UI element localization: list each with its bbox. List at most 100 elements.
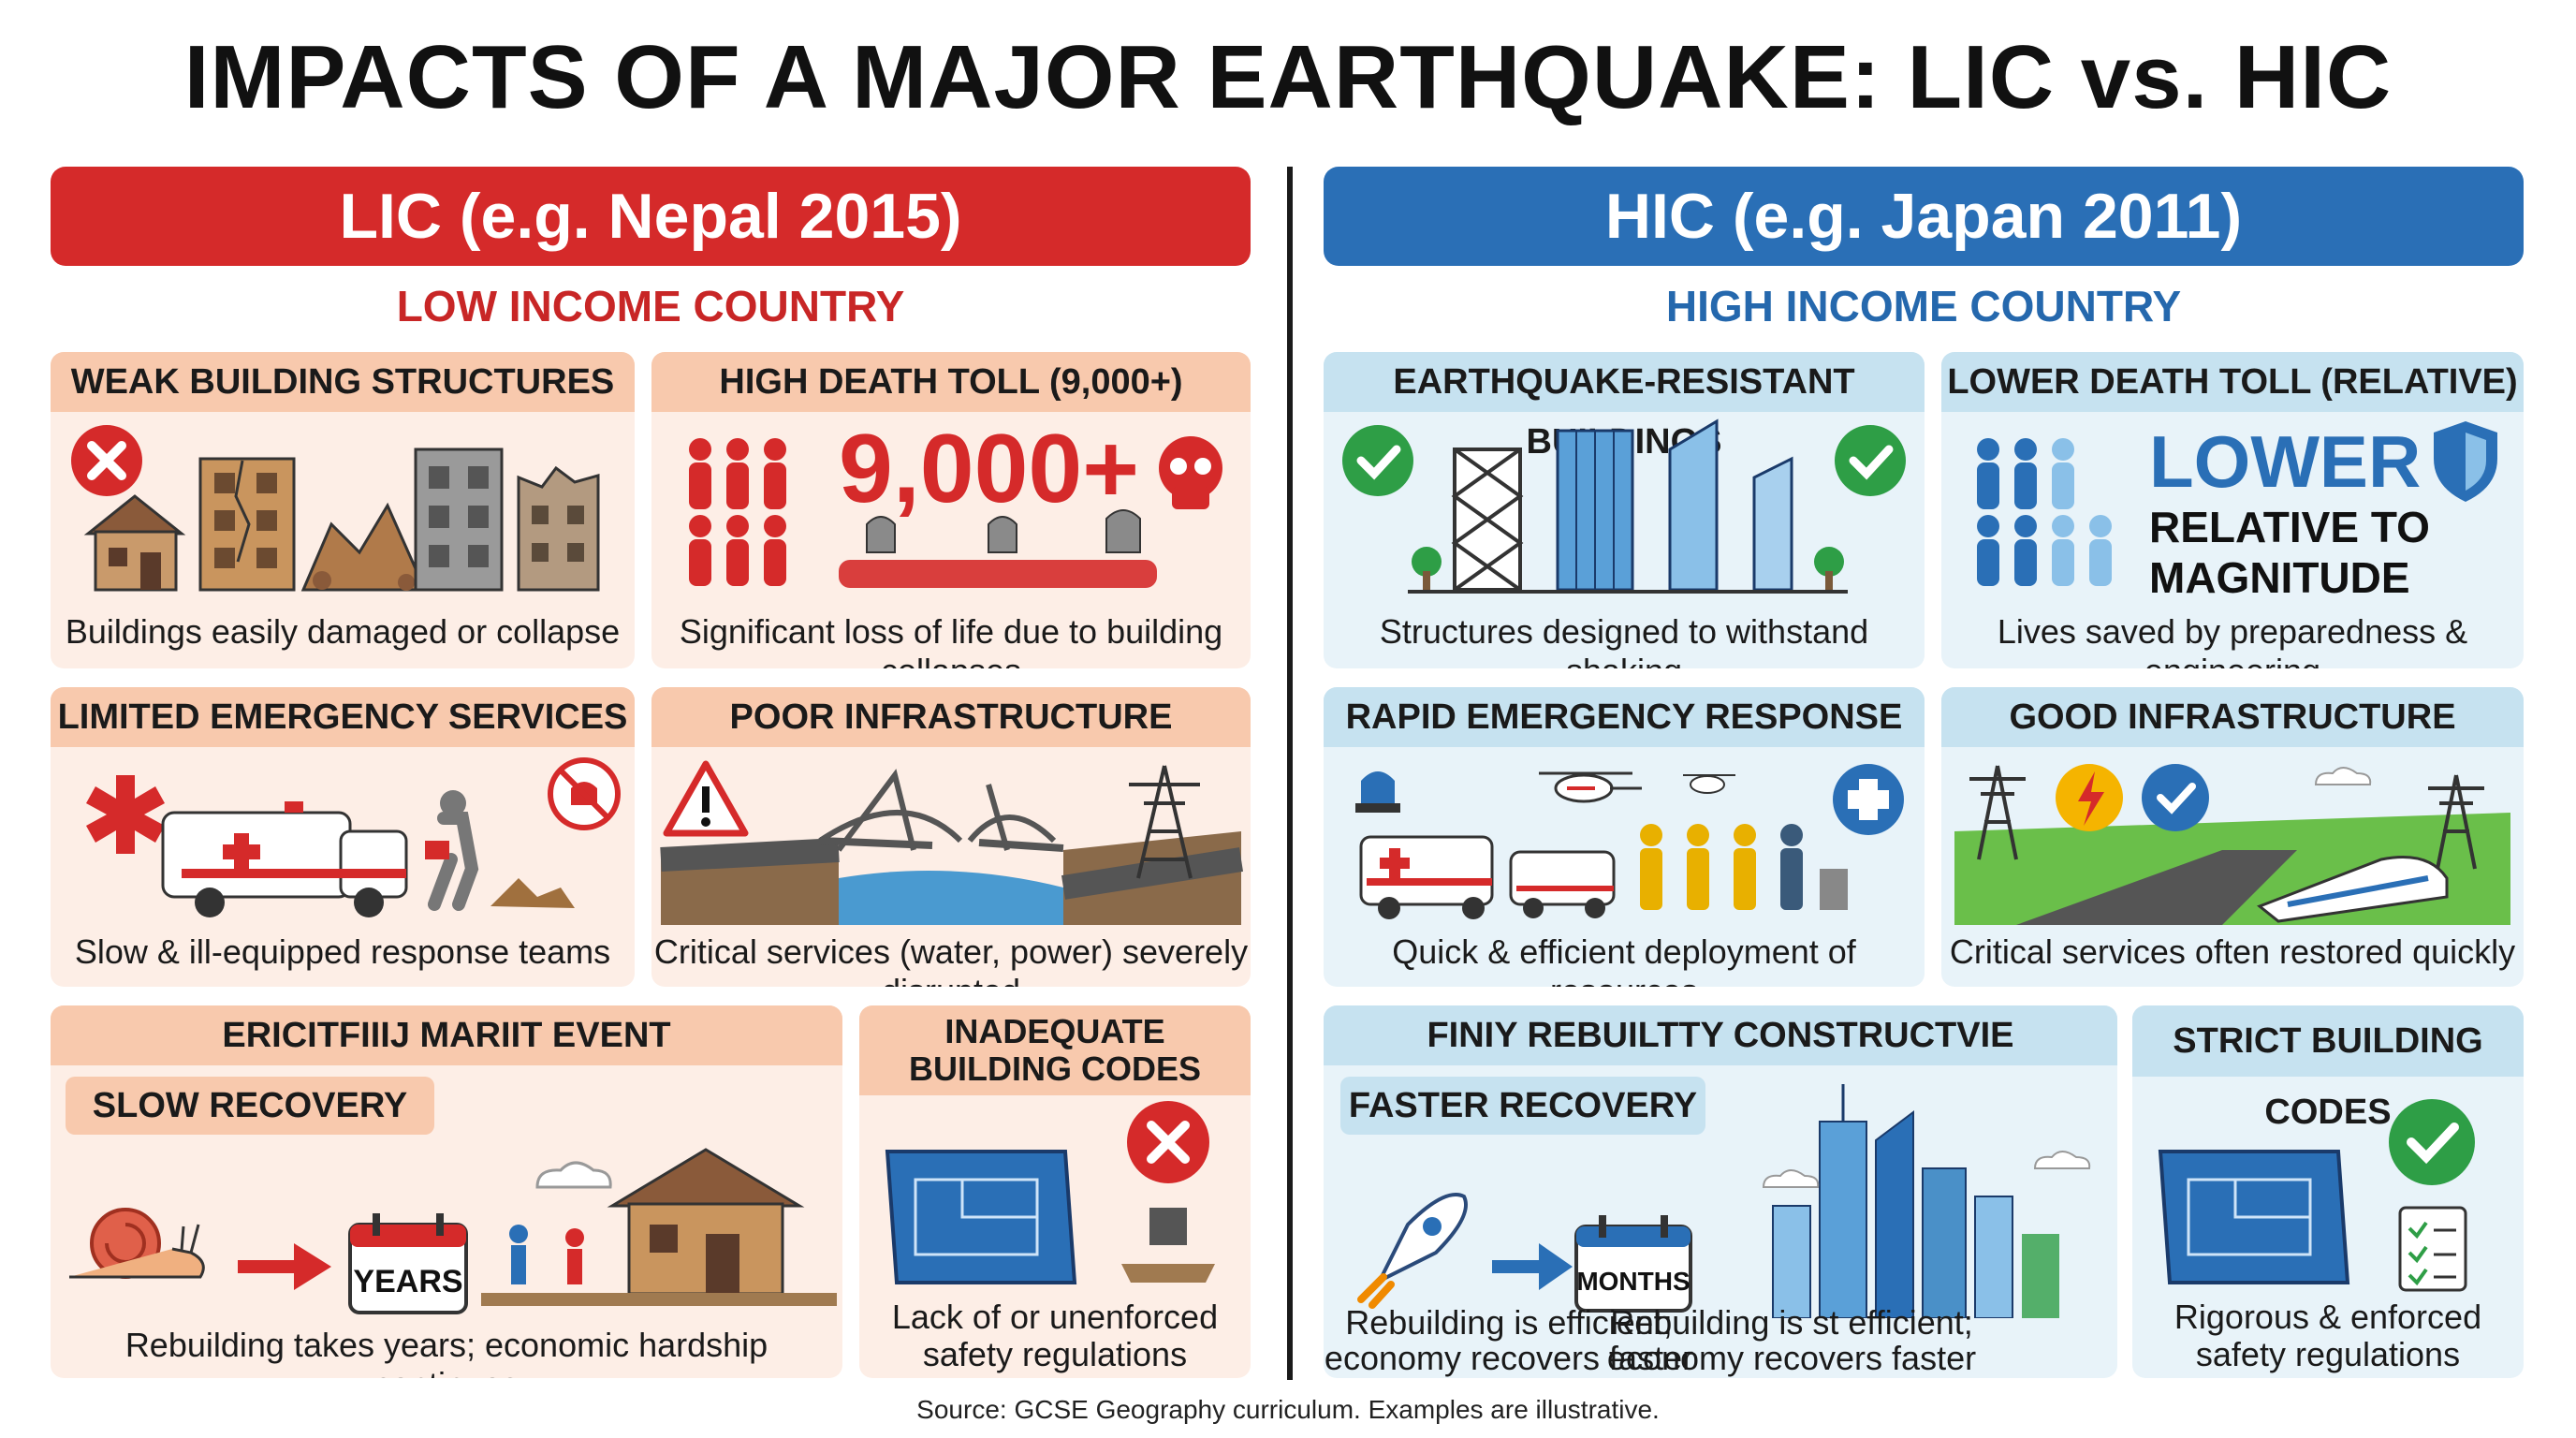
lightning-icon [2056,764,2123,831]
infrastructure-illustration [1954,764,2510,925]
card-caption-a-line1: Rebuilding is efficient; [1345,1303,1673,1342]
source-note: Source: GCSE Geography curriculum. Examp… [916,1395,1660,1424]
grey-building-icon [414,448,504,592]
hic-card-strict-codes: STRICT BUILDING CODES Rigorous & enforce… [2132,1005,2524,1378]
people-icon [689,438,786,586]
calendar-icon: MONTHS [1574,1215,1692,1313]
hic-subtitle: HIGH INCOME COUNTRY [1665,282,2182,330]
lic-banner: LIC (e.g. Nepal 2015) [51,167,1251,266]
skyscrapers-illustration [1342,418,1906,594]
card-heading: LIMITED EMERGENCY SERVICES [51,687,635,747]
card-caption-a-line2: economy recovers faster [1324,1339,1694,1377]
hic-card-faster-recovery: FINIY REBUILTTY CONSTRUCTVIE FASTER RECO… [1324,1005,2117,1378]
cracked-tower-icon [198,457,296,592]
cross-icon [1127,1101,1209,1183]
ambulance-illustration [86,757,621,917]
damaged-house-icon [607,1148,805,1296]
tree-icon [1412,547,1844,590]
magnitude-label: MAGNITUDE [2149,553,2410,602]
faster-recovery-pill: FASTER RECOVERY [1340,1077,1705,1135]
bridge-icon [818,769,1064,852]
snail-icon [69,1208,205,1279]
cloud-icon [2314,767,2372,785]
cloud-icon [535,1161,612,1189]
hic-card-good-infrastructure: GOOD INFRASTRUCTURE C [1941,687,2524,987]
lic-card-weak-buildings: WEAK BUILDING STRUCTURES [51,352,635,668]
calendar-label: MONTHS [1576,1267,1690,1296]
card-heading: HIGH DEATH TOLL (9,000+) [651,352,1251,412]
cross-icon [71,425,142,496]
rocket-icon [1357,1193,1468,1309]
damaged-house-icon [83,494,186,592]
gravestones-icon [839,509,1157,588]
braced-tower-icon [1451,448,1524,592]
river-icon [839,871,1063,925]
lic-subtitle: LOW INCOME COUNTRY [396,282,905,330]
card-heading: RAPID EMERGENCY RESPONSE [1324,687,1925,747]
broken-foundation-icon [1121,1208,1215,1283]
medical-cross-icon [1833,764,1904,835]
card-caption-line2: safety regulations [922,1335,1188,1373]
card-caption: Structures designed to withstand shaking [1379,612,1869,668]
lic-card-poor-infrastructure: POOR INFRASTRUCTURE Critical services (w… [651,687,1251,987]
lic-card-high-death-toll: HIGH DEATH TOLL (9,000+) 9, [651,352,1251,668]
slow-recovery-pill: SLOW RECOVERY [66,1077,434,1135]
rescue-team-icon [1640,824,1848,910]
power-pylon-icon [1129,765,1200,879]
road-icon [2016,850,2297,925]
card-heading: INADEQUATE BUILDING CODES [859,1005,1251,1095]
slim-tower-icon [1668,418,1793,592]
collapsed-buildings-illustration [71,425,600,592]
lic-card-limited-emergency: LIMITED EMERGENCY SERVICES [51,687,635,987]
check-icon [2142,764,2209,831]
shield-icon [2434,421,2497,502]
card-heading: LOWER DEATH TOLL (RELATIVE) [1941,352,2524,412]
check-icon [2389,1099,2475,1185]
card-heading: ERICITFIIIJ MARIIT EVENT [51,1005,842,1065]
slow-recovery-illustration: YEARS [69,1148,837,1314]
rapid-response-illustration [1355,764,1904,919]
relative-to-label: RELATIVE TO [2149,503,2430,551]
city-skyline-icon [1772,1084,2059,1318]
death-toll-figure: 9,000+ [839,415,1139,523]
page-title: IMPACTS OF A MAJOR EARTHQUAKE: LIC vs. H… [183,27,2393,127]
power-pylon-icon [1969,765,2484,870]
card-heading: STRICT BUILDING CODES [2132,1005,2524,1132]
card-heading: FINIY REBUILTTY CONSTRUCTVIE [1324,1005,2117,1065]
hic-card-rapid-response: RAPID EMERGENCY RESPONSE [1324,687,1925,987]
lic-card-slow-recovery: ERICITFIIIJ MARIIT EVENT SLOW RECOVERY Y… [51,1005,842,1378]
check-icon [1835,425,1906,496]
blueprint-illustration [885,1101,1215,1284]
calendar-label: YEARS [353,1264,462,1299]
arrow-icon [1492,1243,1573,1290]
fast-recovery-illustration: MONTHS [1357,1084,2091,1318]
card-caption-b-line2: economy recovers faster [1606,1339,1977,1377]
card-heading: POOR INFRASTRUCTURE [651,687,1251,747]
card-caption: Significant loss of life due to building… [679,612,1223,668]
broken-bridge-illustration [660,760,1244,925]
blueprint-icon [2158,1150,2350,1284]
warning-icon [663,760,749,837]
helicopter-icon [1539,771,1735,803]
glass-tower-icon [1556,429,1634,592]
card-caption: Slow & ill-equipped response teams [74,932,611,971]
ambulance-icon [161,801,408,917]
ambulance-icon [1359,835,1616,919]
card-caption: Quick & efficient deployment of resource… [1392,932,1856,987]
card-caption-line1: Rigorous & enforced [2174,1298,2482,1336]
card-caption: Rebuilding takes years; economic hardshi… [124,1326,768,1378]
card-caption-line1: Lack of or unenforced [891,1298,1219,1336]
people-icon [1977,438,2112,586]
column-divider [1287,167,1293,1380]
checklist-icon [2398,1206,2467,1292]
card-caption: Buildings easily damaged or collapse [65,612,621,651]
card-heading-line1: INADEQUATE [944,1012,1165,1050]
card-caption: Critical services often restored quickly [1949,932,2516,971]
blueprint-approved-illustration [2158,1099,2475,1292]
star-of-life-icon [86,775,165,854]
card-caption: Critical services (water, power) severel… [653,932,1249,987]
skull-icon [1159,436,1222,509]
people-casualties-illustration [689,436,1222,588]
